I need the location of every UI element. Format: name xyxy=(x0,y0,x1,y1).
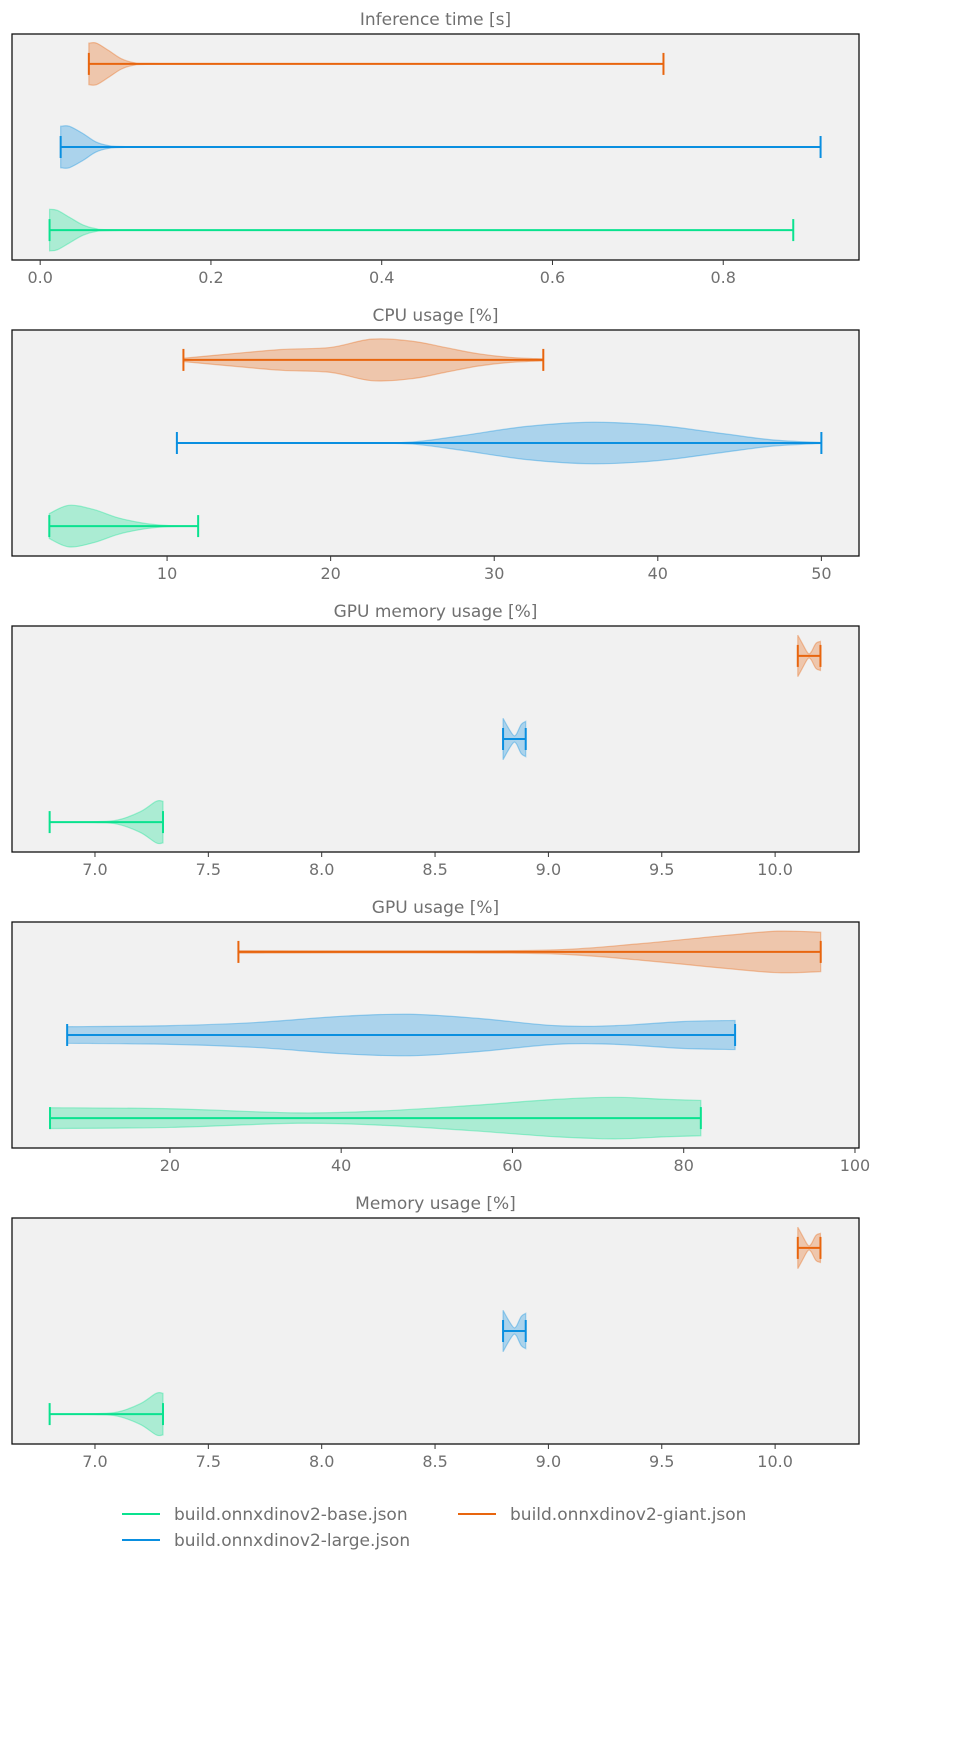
x-tick-label: 30 xyxy=(484,564,504,583)
legend-label: build.onnxdinov2-large.json xyxy=(174,1531,410,1551)
x-tick-label: 20 xyxy=(160,1156,180,1175)
x-tick-label: 10.0 xyxy=(757,1452,793,1471)
subplot-4: GPU usage [%] 20 40 60 80 100 xyxy=(11,898,871,1175)
legend: build.onnxdinov2-base.json build.onnxdino… xyxy=(122,1505,746,1551)
legend-label: build.onnxdinov2-base.json xyxy=(174,1505,408,1525)
x-tick-label: 9.0 xyxy=(536,1452,561,1471)
x-tick-label: 9.5 xyxy=(649,1452,674,1471)
x-tick-label: 40 xyxy=(331,1156,351,1175)
subplot-title: Inference time [s] xyxy=(360,10,511,30)
x-tick-label: 7.0 xyxy=(82,860,107,879)
x-tick-label: 40 xyxy=(648,564,668,583)
x-tick-label: 8.5 xyxy=(422,1452,447,1471)
x-tick-label: 9.5 xyxy=(649,860,674,879)
x-tick-label: 0.6 xyxy=(540,268,565,287)
legend-item: build.onnxdinov2-giant.json xyxy=(458,1505,746,1525)
x-tick-label: 50 xyxy=(811,564,831,583)
x-tick-label: 0.8 xyxy=(711,268,736,287)
x-tick-label: 8.0 xyxy=(309,860,334,879)
x-tick-label: 0.0 xyxy=(27,268,52,287)
subplot-3: GPU memory usage [%] 7.0 7.5 8.0 8.5 9.0 9.5 10… xyxy=(11,602,860,879)
plot-area xyxy=(11,1217,860,1445)
x-tick-label: 7.5 xyxy=(196,860,221,879)
subplot-title: GPU usage [%] xyxy=(372,898,499,918)
x-tick-label: 20 xyxy=(320,564,340,583)
x-tick-label: 7.0 xyxy=(82,1452,107,1471)
x-tick-label: 8.0 xyxy=(309,1452,334,1471)
x-tick-label: 10.0 xyxy=(757,860,793,879)
subplot-title: GPU memory usage [%] xyxy=(334,602,538,622)
legend-item: build.onnxdinov2-base.json xyxy=(122,1505,408,1525)
subplot-title: CPU usage [%] xyxy=(372,306,498,326)
subplot-1: Inference time [s] 0.0 0.2 0.4 0.6 0.8 xyxy=(11,10,860,287)
x-tick-label: 0.4 xyxy=(369,268,394,287)
subplot-title: Memory usage [%] xyxy=(355,1194,516,1214)
x-tick-label: 80 xyxy=(674,1156,694,1175)
x-tick-label: 7.5 xyxy=(196,1452,221,1471)
x-tick-label: 100 xyxy=(840,1156,871,1175)
subplot-5: Memory usage [%] 7.0 7.5 8.0 8.5 9.0 9.5 10.0 xyxy=(11,1194,860,1471)
subplot-2: CPU usage [%] 10 20 30 40 50 xyxy=(11,306,860,583)
legend-item: build.onnxdinov2-large.json xyxy=(122,1531,410,1551)
x-tick-label: 0.2 xyxy=(198,268,223,287)
legend-label: build.onnxdinov2-giant.json xyxy=(510,1505,746,1525)
x-tick-label: 10 xyxy=(157,564,177,583)
x-tick-label: 60 xyxy=(502,1156,522,1175)
plot-area xyxy=(11,625,860,853)
x-tick-label: 8.5 xyxy=(422,860,447,879)
x-tick-label: 9.0 xyxy=(536,860,561,879)
